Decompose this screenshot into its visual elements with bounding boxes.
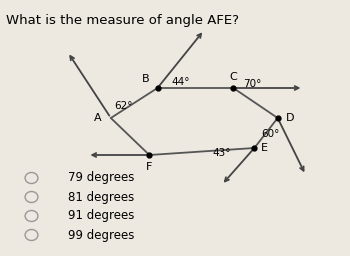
Text: 91 degrees: 91 degrees [68,209,134,222]
Text: 99 degrees: 99 degrees [68,229,134,241]
Text: 62°: 62° [114,101,133,111]
Text: 79 degrees: 79 degrees [68,172,134,185]
Text: D: D [286,113,294,123]
Text: 81 degrees: 81 degrees [68,190,134,204]
Text: 60°: 60° [261,129,280,139]
Text: What is the measure of angle AFE?: What is the measure of angle AFE? [6,14,239,27]
Text: C: C [230,72,237,82]
Text: A: A [94,113,102,123]
Text: 44°: 44° [172,77,190,87]
Text: F: F [146,162,153,172]
Text: 43°: 43° [212,148,231,158]
Text: B: B [142,74,149,84]
Text: E: E [261,143,268,153]
Text: 70°: 70° [243,79,261,89]
